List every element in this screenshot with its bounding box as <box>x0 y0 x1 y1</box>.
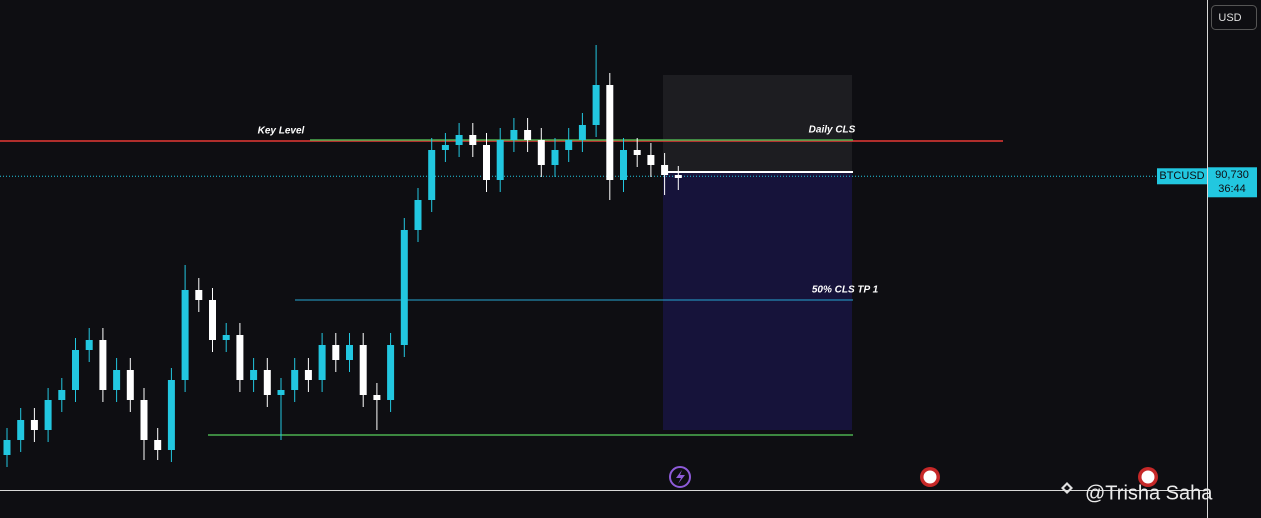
candle-body <box>58 390 66 400</box>
candle-body <box>633 150 641 155</box>
candle-body <box>30 420 38 430</box>
candle-body <box>578 125 586 140</box>
level-label: Daily CLS <box>809 125 856 136</box>
candle-body <box>250 370 258 380</box>
candle-body <box>400 230 408 345</box>
symbol-label: BTCUSD <box>1159 170 1204 182</box>
candle-body <box>592 85 600 125</box>
candle-body <box>551 150 559 165</box>
candle-body <box>428 150 436 200</box>
candle-body <box>44 400 52 430</box>
event-flag-inner <box>1141 470 1155 484</box>
price-tag <box>1208 167 1257 198</box>
candle-body <box>537 140 545 165</box>
candle-body <box>113 370 121 390</box>
candle-body <box>17 420 25 440</box>
countdown-label: 36:44 <box>1218 183 1246 195</box>
candle-body <box>222 335 230 340</box>
candle-body <box>277 390 285 395</box>
currency-label: USD <box>1218 12 1241 24</box>
candle-body <box>195 290 203 300</box>
candle-body <box>387 345 395 400</box>
currency-button[interactable] <box>1211 5 1257 30</box>
candle-body <box>332 345 340 360</box>
position-risk-zone <box>663 75 852 172</box>
candle-body <box>99 340 107 390</box>
candle-body <box>72 350 79 390</box>
candle-body <box>140 400 148 440</box>
candle-body <box>236 335 244 380</box>
event-icon[interactable] <box>669 466 691 488</box>
candle-body <box>565 140 573 150</box>
candle-body <box>318 345 326 380</box>
candle-body <box>181 290 189 380</box>
candle-body <box>126 370 134 400</box>
level-label: Key Level <box>258 126 305 137</box>
candle-body <box>3 440 11 455</box>
symbol-tag <box>1157 168 1207 185</box>
event-flag-inner <box>923 470 937 484</box>
candle-body <box>483 145 490 180</box>
position-reward-zone <box>663 172 852 430</box>
watermark-logo <box>1061 482 1073 494</box>
candle-body <box>674 175 682 178</box>
candle-body <box>85 340 93 350</box>
candle-body <box>441 145 449 150</box>
candle-body <box>291 370 299 390</box>
candle-body <box>346 345 353 360</box>
candle-body <box>661 165 669 175</box>
candle-body <box>469 135 477 145</box>
candle-body <box>510 130 518 140</box>
plot-area: Key Level Daily CLS 50% CLS TP 1 <box>0 45 1207 467</box>
candle-body <box>359 345 367 395</box>
price-label: 90,730 <box>1215 169 1249 181</box>
candle-body <box>524 130 532 140</box>
candle-body <box>263 370 271 395</box>
watermark: @Trisha Saha <box>1085 482 1213 504</box>
candle-body <box>496 140 504 180</box>
level-label: 50% CLS TP 1 <box>812 285 879 296</box>
candle-body <box>373 395 381 400</box>
candle-body <box>414 200 422 230</box>
candle-body <box>154 440 162 450</box>
candle-body <box>606 85 614 180</box>
candle-body <box>167 380 175 450</box>
candle-body <box>304 370 312 380</box>
candle-body <box>620 150 627 180</box>
candle-body <box>647 155 655 165</box>
event-icon-bolt <box>676 470 685 484</box>
candle-body <box>209 300 216 340</box>
candle-body <box>455 135 463 145</box>
